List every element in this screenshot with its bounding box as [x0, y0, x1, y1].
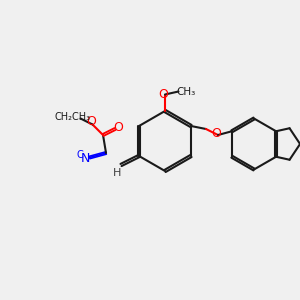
- Text: O: O: [86, 115, 96, 128]
- Text: CH₂CH₃: CH₂CH₃: [55, 112, 91, 122]
- Text: N: N: [81, 152, 91, 166]
- Text: CH₃: CH₃: [176, 86, 196, 97]
- Text: C: C: [76, 149, 83, 160]
- Text: O: O: [114, 121, 124, 134]
- Text: H: H: [113, 167, 122, 178]
- Text: O: O: [159, 88, 168, 101]
- Text: O: O: [212, 127, 221, 140]
